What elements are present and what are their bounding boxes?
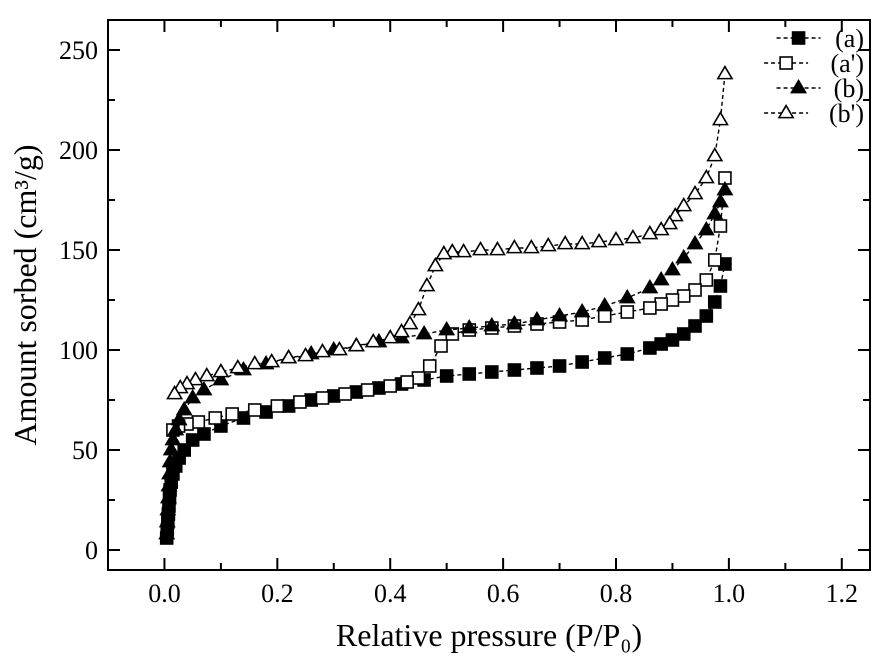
svg-text:0: 0	[85, 536, 98, 565]
svg-text:100: 100	[59, 336, 98, 365]
svg-text:(b'): (b')	[829, 99, 864, 128]
svg-text:0.6: 0.6	[487, 579, 520, 608]
svg-text:1.0: 1.0	[713, 579, 746, 608]
svg-text:200: 200	[59, 136, 98, 165]
svg-text:0.0: 0.0	[148, 579, 181, 608]
isotherm-chart: 0.0 0.2 0.4 0.6 0.8 1.0 1.2 0 50 100 150 200 250 Rela…	[0, 0, 886, 662]
svg-text:0.4: 0.4	[374, 579, 407, 608]
svg-text:50: 50	[72, 436, 98, 465]
svg-text:1.2: 1.2	[826, 579, 859, 608]
chart-canvas: 0.0 0.2 0.4 0.6 0.8 1.0 1.2 0 50 100 150 200 250 Rela…	[0, 0, 886, 662]
svg-text:Amount sorbed (cm³/g): Amount sorbed (cm³/g)	[7, 144, 43, 445]
svg-text:250: 250	[59, 36, 98, 65]
svg-text:150: 150	[59, 236, 98, 265]
svg-text:Relative pressure (P/P₀): Relative pressure (P/P₀)	[336, 617, 642, 653]
svg-text:0.8: 0.8	[600, 579, 633, 608]
svg-text:0.2: 0.2	[261, 579, 294, 608]
